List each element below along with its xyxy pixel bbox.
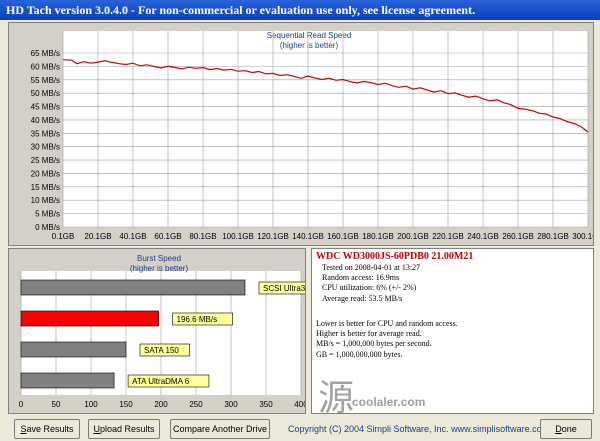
x-tick-label: 120.1GB: [257, 232, 289, 241]
tested-date: Tested on 2008-04-01 at 13:27: [322, 263, 421, 272]
burst-x-tick-label: 0: [19, 400, 24, 409]
x-tick-label: 260.1GB: [502, 232, 534, 241]
watermark-logo: 源 coolaler.com: [318, 377, 448, 418]
cpu-utilization: CPU utilization: 6% (+/- 2%): [322, 283, 417, 292]
y-tick-label: 55 MB/s: [31, 76, 60, 85]
y-tick-label: 10 MB/s: [31, 196, 60, 205]
burst-bar-label: ATA UltraDMA 6: [132, 377, 190, 386]
read-series-line: [62, 59, 589, 133]
x-tick-label: 180.1GB: [362, 232, 394, 241]
drive-info-panel: WDC WD3000JS-60PDB0 21.00M21 Tested on 2…: [311, 248, 594, 414]
y-tick-label: 20 MB/s: [31, 169, 60, 178]
plot-area: [63, 31, 588, 227]
burst-x-tick-label: 350: [259, 400, 273, 409]
burst-title: Burst Speed: [137, 254, 181, 263]
x-tick-label: 140.1GB: [292, 232, 324, 241]
y-tick-label: 30 MB/s: [31, 143, 60, 152]
random-access: Random access: 16.9ms: [322, 273, 400, 282]
drive-model: WDC WD3000JS-60PDB0 21.00M21: [316, 251, 474, 262]
x-tick-label: 0.1GB: [52, 232, 75, 241]
x-tick-label: 280.1GB: [537, 232, 569, 241]
x-tick-label: 220.1GB: [432, 232, 464, 241]
title-bar: HD Tach version 3.0.4.0 - For non-commer…: [0, 0, 600, 20]
x-tick-label: 80.1GB: [189, 232, 216, 241]
x-tick-label: 160.1GB: [327, 232, 359, 241]
done-button[interactable]: Done: [540, 419, 592, 439]
burst-bar-label: 196.6 MB/s: [177, 315, 217, 324]
burst-x-tick-label: 250: [189, 400, 203, 409]
copyright-text: Copyright (C) 2004 Simpli Software, Inc.…: [288, 424, 550, 434]
y-tick-label: 35 MB/s: [31, 129, 60, 138]
y-tick-label: 15 MB/s: [31, 183, 60, 192]
note-higher-better: Higher is better for average read.: [316, 329, 422, 338]
burst-bar: [20, 279, 246, 296]
burst-bar: [20, 372, 115, 389]
y-tick-label: 65 MB/s: [31, 49, 60, 58]
x-tick-label: 100.1GB: [222, 232, 254, 241]
burst-bar: [20, 341, 127, 358]
burst-x-tick-label: 100: [84, 400, 98, 409]
save-results-button[interactable]: Save Results: [14, 419, 80, 439]
sequential-read-svg: Sequential Read Speed (higher is better)…: [31, 31, 600, 241]
sequential-read-chart: Sequential Read Speed (higher is better)…: [8, 22, 600, 246]
burst-x-tick-label: 300: [224, 400, 238, 409]
burst-bar-label: SATA 150: [144, 346, 179, 355]
y-tick-label: 0 MB/s: [35, 223, 60, 232]
compare-another-drive-button[interactable]: Compare Another Drive: [170, 419, 270, 439]
note-gb: GB = 1,000,000,000 bytes.: [316, 350, 403, 359]
y-tick-label: 40 MB/s: [31, 116, 60, 125]
x-tick-label: 300.1GB: [572, 232, 593, 241]
note-mbs: MB/s = 1,000,000 bytes per second.: [316, 339, 432, 348]
burst-speed-chart: Burst Speed (higher is better) SCSI Ultr…: [8, 248, 335, 414]
burst-bar-label-box: [127, 374, 210, 388]
y-tick-label: 60 MB/s: [31, 62, 60, 71]
x-tick-label: 20.1GB: [84, 232, 111, 241]
burst-speed-svg: Burst Speed (higher is better) SCSI Ultr…: [19, 254, 335, 409]
x-tick-label: 60.1GB: [154, 232, 181, 241]
svg-text:源: 源: [318, 378, 354, 414]
burst-bar-label-box: [139, 343, 190, 357]
burst-x-tick-label: 400: [294, 400, 305, 409]
x-tick-label: 240.1GB: [467, 232, 499, 241]
note-lower-better: Lower is better for CPU and random acces…: [316, 319, 458, 328]
x-tick-label: 40.1GB: [119, 232, 146, 241]
svg-text:coolaler.com: coolaler.com: [352, 395, 425, 409]
y-tick-label: 25 MB/s: [31, 156, 60, 165]
window-title: HD Tach version 3.0.4.0 - For non-commer…: [6, 3, 476, 17]
burst-bar-label: SCSI Ultra320: [263, 284, 305, 293]
upload-results-button[interactable]: Upload Results: [88, 419, 160, 439]
burst-bar-label-box: [172, 312, 233, 326]
burst-x-tick-label: 150: [119, 400, 133, 409]
burst-x-tick-label: 200: [154, 400, 168, 409]
chart-title: Sequential Read Speed: [267, 31, 352, 40]
y-tick-label: 5 MB/s: [35, 210, 60, 219]
burst-x-tick-label: 50: [52, 400, 61, 409]
burst-bar: [20, 310, 159, 327]
burst-subtitle: (higher is better): [130, 264, 189, 273]
average-read: Average read: 53.5 MB/s: [322, 294, 403, 303]
x-tick-label: 200.1GB: [397, 232, 429, 241]
y-tick-label: 45 MB/s: [31, 103, 60, 112]
y-tick-label: 50 MB/s: [31, 89, 60, 98]
chart-subtitle: (higher is better): [280, 41, 339, 50]
